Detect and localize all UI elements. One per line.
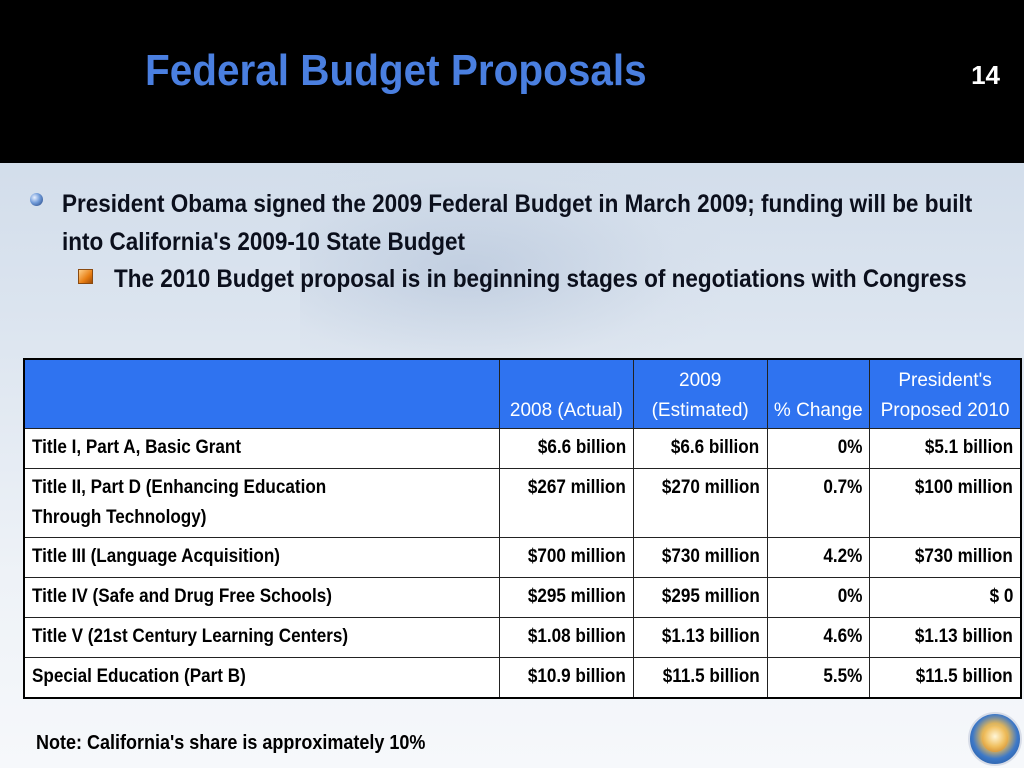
table-row: Title II, Part D (Enhancing Education Th…	[23, 468, 1022, 538]
table-row: Special Education (Part B) $10.9 billion…	[23, 657, 1022, 699]
amount-2008-cell: $267 million	[499, 468, 634, 538]
proposed-2010-cell: $5.1 billion	[869, 428, 1022, 469]
proposed-2010-cell: $100 million	[869, 468, 1022, 538]
seal-center-icon	[982, 726, 1008, 752]
amount-2009-cell: $270 million	[632, 468, 768, 538]
amount-2008-cell: $6.6 billion	[499, 428, 634, 469]
amount-2009-cell: $11.5 billion	[632, 657, 768, 699]
percent-change-cell: 0%	[766, 428, 871, 469]
sub-bullet: The 2010 Budget proposal is in beginning…	[78, 260, 1018, 298]
program-cell: Title I, Part A, Basic Grant	[23, 428, 500, 469]
proposed-2010-cell: $1.13 billion	[869, 617, 1022, 658]
state-seal-logo	[968, 712, 1022, 766]
amount-2009-cell: $730 million	[632, 537, 768, 578]
amount-2009-cell: $295 million	[632, 577, 768, 618]
main-bullet: President Obama signed the 2009 Federal …	[30, 185, 1010, 261]
percent-change-cell: 5.5%	[766, 657, 871, 699]
proposed-2010-cell: $730 million	[869, 537, 1022, 578]
header-cell-proposed-2010: President's Proposed 2010	[869, 358, 1022, 429]
amount-2008-cell: $700 million	[499, 537, 634, 578]
table-header-row: 2008 (Actual) 2009 (Estimated) % Change …	[23, 358, 1022, 429]
header-cell-2009: 2009 (Estimated)	[632, 358, 768, 429]
blue-sphere-bullet-icon	[30, 193, 43, 206]
program-cell: Special Education (Part B)	[23, 657, 500, 699]
amount-2008-cell: $10.9 billion	[499, 657, 634, 699]
program-cell: Title V (21st Century Learning Centers)	[23, 617, 500, 658]
program-cell: Title II, Part D (Enhancing Education Th…	[23, 468, 500, 538]
percent-change-cell: 4.2%	[766, 537, 871, 578]
sub-bullet-text: The 2010 Budget proposal is in beginning…	[114, 265, 967, 293]
slide-number: 14	[971, 60, 1000, 90]
footnote: Note: California's share is approximatel…	[36, 732, 426, 754]
proposed-2010-cell: $11.5 billion	[869, 657, 1022, 699]
percent-change-cell: 0%	[766, 577, 871, 618]
table-row: Title I, Part A, Basic Grant $6.6 billio…	[23, 428, 1022, 469]
header-cell-program	[23, 358, 500, 429]
slide-header: Federal Budget Proposals 14	[0, 0, 1024, 163]
program-cell: Title IV (Safe and Drug Free Schools)	[23, 577, 500, 618]
main-bullet-text: President Obama signed the 2009 Federal …	[62, 190, 973, 256]
program-cell: Title III (Language Acquisition)	[23, 537, 500, 578]
percent-change-cell: 0.7%	[766, 468, 871, 538]
amount-2008-cell: $295 million	[499, 577, 634, 618]
orange-square-bullet-icon	[78, 269, 93, 284]
slide-title: Federal Budget Proposals	[145, 46, 647, 95]
background-decoration	[300, 160, 720, 380]
table-row: Title III (Language Acquisition) $700 mi…	[23, 537, 1022, 578]
amount-2008-cell: $1.08 billion	[499, 617, 634, 658]
amount-2009-cell: $1.13 billion	[632, 617, 768, 658]
table-row: Title IV (Safe and Drug Free Schools) $2…	[23, 577, 1022, 618]
percent-change-cell: 4.6%	[766, 617, 871, 658]
table-row: Title V (21st Century Learning Centers) …	[23, 617, 1022, 658]
budget-table: 2008 (Actual) 2009 (Estimated) % Change …	[23, 358, 1022, 699]
header-cell-2008: 2008 (Actual)	[499, 358, 634, 429]
proposed-2010-cell: $ 0	[869, 577, 1022, 618]
amount-2009-cell: $6.6 billion	[632, 428, 768, 469]
header-cell-change: % Change	[766, 358, 871, 429]
